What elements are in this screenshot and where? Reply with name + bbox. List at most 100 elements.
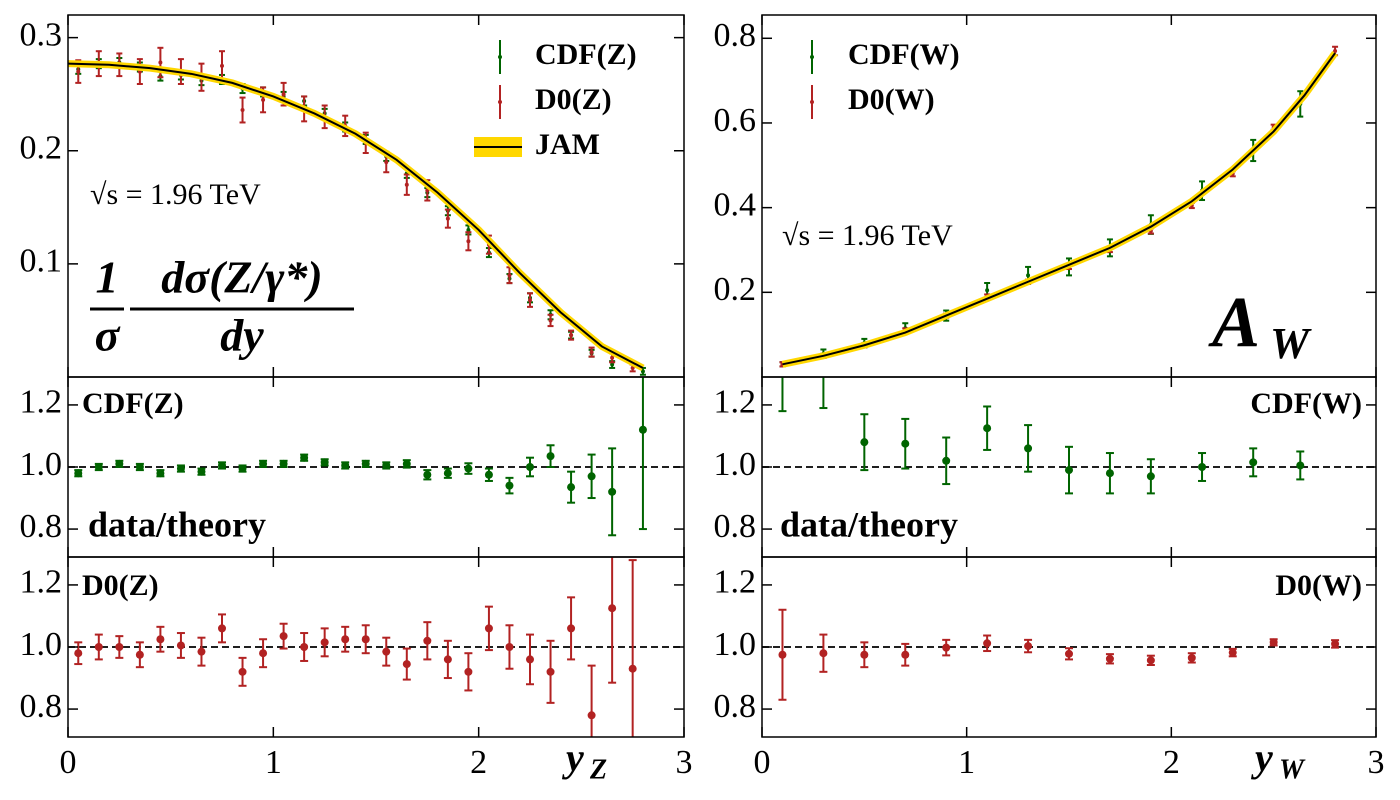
x-tick-label: 2 — [470, 744, 487, 781]
plot-area — [762, 608, 1376, 701]
data-point — [901, 439, 910, 448]
data-point — [74, 469, 83, 478]
y-tick-label: 0.4 — [714, 186, 757, 223]
data-point — [983, 424, 992, 433]
data-point — [94, 463, 103, 471]
data-point — [240, 108, 245, 113]
y-tick-label: 0.1 — [20, 243, 63, 280]
data-point — [384, 160, 389, 165]
annotation: √s = 1.96 TeV — [90, 178, 261, 211]
data-point — [819, 649, 828, 658]
data-point — [341, 635, 350, 644]
data-point — [279, 459, 288, 468]
data-point — [76, 69, 81, 74]
x-tick-label: 1 — [958, 744, 975, 781]
data-point — [567, 483, 576, 492]
data-point — [1024, 642, 1033, 651]
theory-line — [782, 52, 1336, 366]
x-label-sub: Z — [589, 754, 607, 785]
data-point — [1146, 656, 1155, 665]
data-point — [860, 438, 869, 447]
y-label-part: σ — [95, 310, 121, 361]
data-point — [423, 470, 432, 479]
plot-area — [762, 377, 1376, 495]
data-point — [197, 467, 206, 476]
data-point — [546, 452, 555, 461]
data-point — [640, 369, 645, 374]
data-point — [546, 667, 555, 676]
data-point — [526, 655, 534, 664]
data-point — [320, 458, 329, 467]
plot-area — [68, 557, 684, 737]
legend-icon — [498, 100, 502, 104]
data-point — [1024, 444, 1033, 453]
legend: CDF(W) D0(W) — [810, 38, 960, 119]
data-point — [1333, 48, 1338, 53]
data-point — [320, 638, 329, 647]
y-tick-label: 0.3 — [20, 16, 63, 53]
data-point — [1065, 649, 1073, 658]
data-point — [505, 481, 514, 490]
panel-label: CDF(W) — [1250, 387, 1362, 420]
y-tick-label: 1.0 — [20, 626, 63, 663]
y-tick-label: 1.2 — [714, 384, 757, 421]
x-tick-label: 1 — [265, 744, 282, 781]
panel-label: CDF(Z) — [82, 387, 184, 420]
data-point — [942, 643, 951, 652]
x-label: y Z — [562, 735, 607, 785]
data-point — [238, 464, 247, 473]
y-label-main: A — [1208, 283, 1260, 363]
x-tick-label: 0 — [60, 744, 77, 781]
x-tick-label: 2 — [1163, 744, 1180, 781]
legend-icon — [810, 100, 814, 104]
legend-label: D0(W) — [848, 83, 935, 116]
data-point — [135, 650, 144, 659]
data-point — [361, 635, 370, 644]
data-point — [507, 273, 512, 278]
data-point — [74, 649, 83, 658]
data-point — [443, 655, 452, 664]
data-point — [985, 288, 990, 293]
data-point — [445, 216, 450, 221]
panel-label: D0(W) — [1275, 569, 1362, 602]
data-point — [259, 459, 268, 468]
x-label-main: y — [562, 735, 584, 780]
legend-label: CDF(Z) — [535, 38, 637, 71]
x-label-main: y — [1251, 735, 1273, 780]
data-point — [587, 472, 596, 481]
data-point — [1065, 466, 1073, 475]
data-point — [1198, 463, 1207, 471]
data-point — [778, 650, 787, 659]
legend-label: D0(Z) — [535, 83, 612, 116]
data-point — [176, 641, 185, 650]
y-label-part: 1 — [96, 252, 119, 303]
plot-area — [68, 377, 684, 537]
y-tick-label: 1.0 — [714, 626, 757, 663]
data-point — [610, 355, 615, 360]
data-point — [901, 650, 910, 659]
legend-label: JAM — [535, 128, 600, 161]
data-point — [382, 461, 391, 470]
x-label-sub: W — [1279, 754, 1306, 785]
data-point — [466, 239, 471, 244]
y-tick-label: 0.8 — [20, 508, 63, 545]
plot-area — [779, 45, 1339, 368]
data-point — [505, 643, 514, 651]
data-point — [238, 667, 247, 676]
data-point — [1187, 653, 1196, 662]
y-tick-label: 0.8 — [714, 508, 757, 545]
x-tick-label: 3 — [1368, 744, 1385, 781]
data-point — [608, 487, 617, 496]
data-point — [638, 425, 647, 434]
data-point — [94, 643, 103, 651]
y-tick-label: 1.2 — [714, 564, 757, 601]
data-point — [528, 298, 532, 303]
data-point — [526, 463, 534, 471]
data-point — [259, 649, 268, 658]
annotation: data/theory — [88, 504, 266, 544]
y-tick-label: 0.6 — [714, 102, 757, 139]
data-point — [1228, 648, 1237, 657]
y-tick-label: 1.0 — [714, 446, 757, 483]
